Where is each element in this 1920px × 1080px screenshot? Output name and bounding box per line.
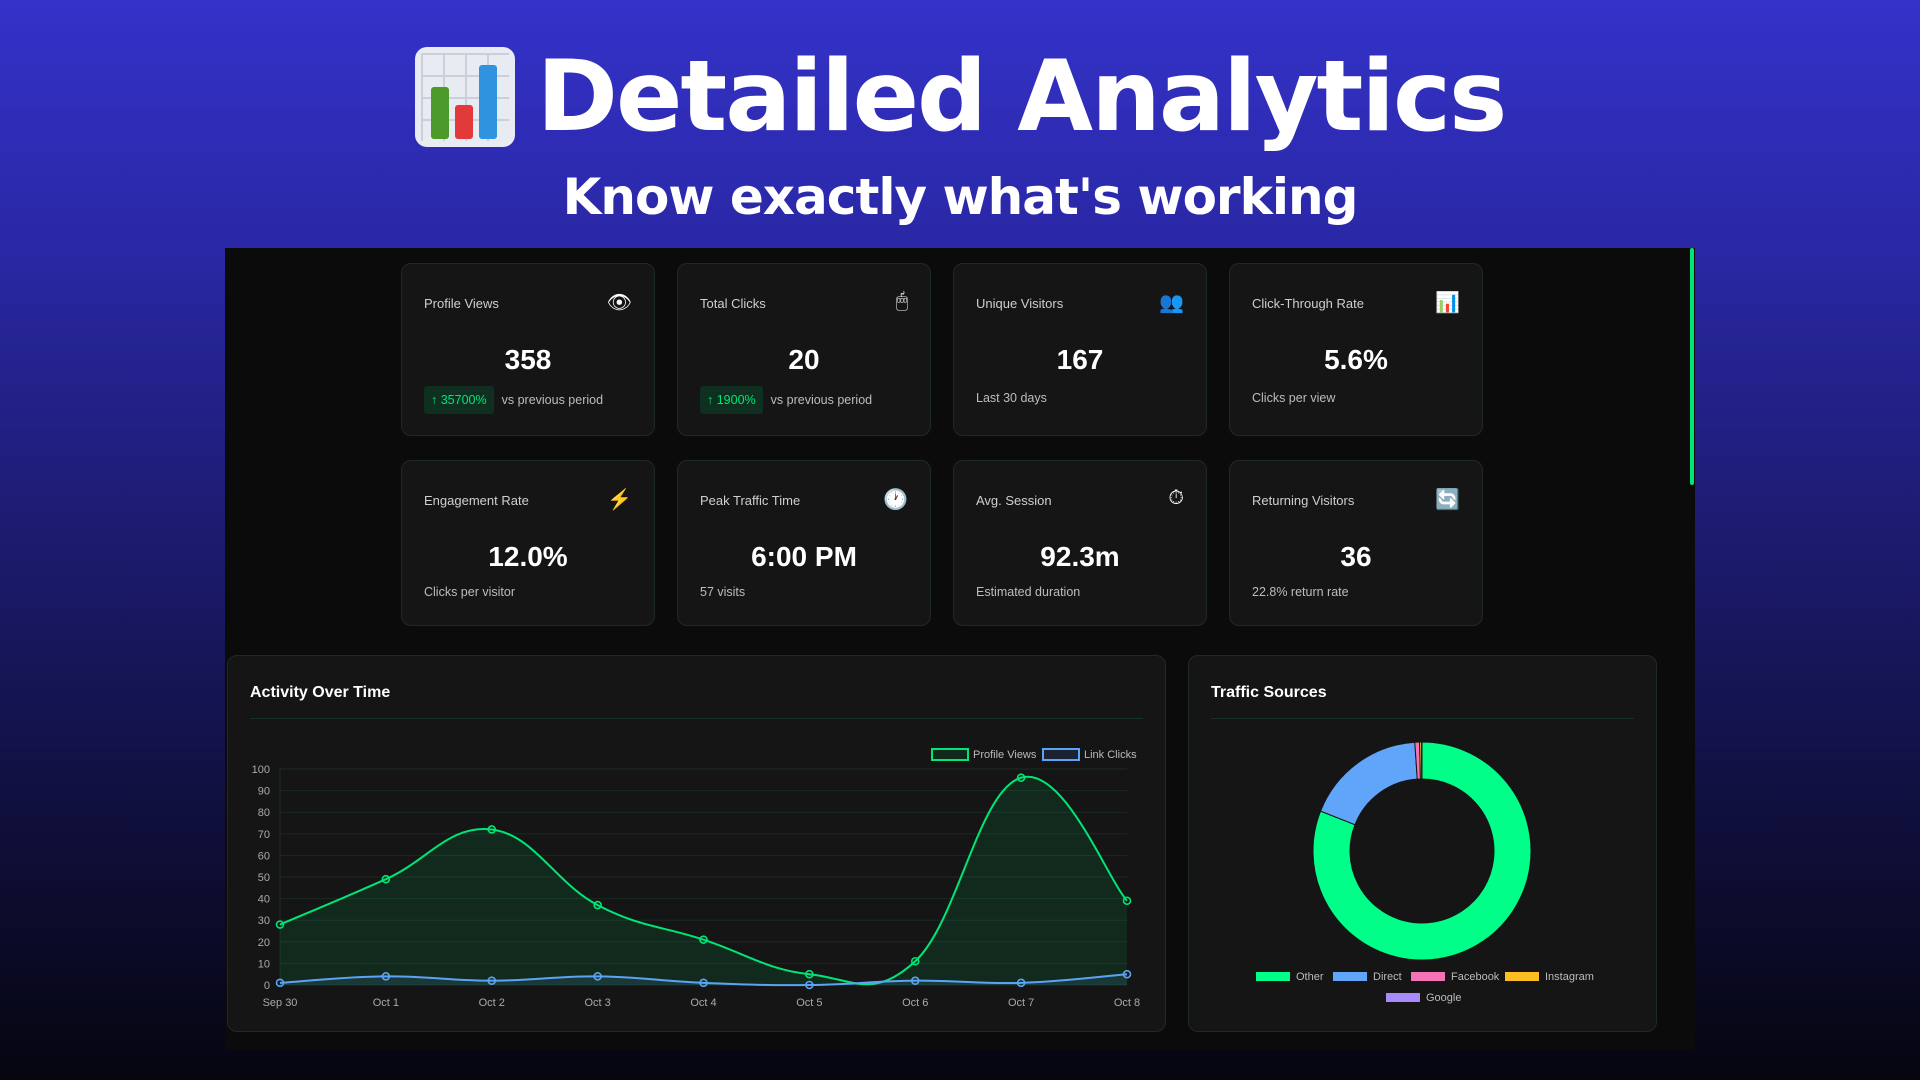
stat-value: 358	[504, 344, 552, 375]
stat-subtext: ↑ 1900% vs previous period	[700, 386, 872, 414]
chart-title: Activity Over Time	[250, 684, 391, 701]
stat-card: Click-Through Rate 📊 5.6% Clicks per vie…	[1229, 263, 1483, 436]
change-badge: ↑ 1900%	[700, 386, 763, 414]
stat-subtext: Last 30 days	[976, 391, 1047, 405]
bar-chart-icon	[414, 47, 515, 147]
stat-value: 12.0%	[488, 541, 568, 572]
stat-label: Peak Traffic Time	[700, 493, 801, 508]
stopwatch-icon: ⏱	[1168, 487, 1184, 509]
refresh-icon: 🔄	[1435, 489, 1460, 511]
stat-value: 6:00 PM	[751, 541, 857, 572]
lightning-icon: ⚡	[607, 489, 632, 511]
stat-card: Engagement Rate ⚡ 12.0% Clicks per visit…	[401, 460, 655, 626]
stat-note: Clicks per view	[1252, 391, 1336, 405]
stat-note: Last 30 days	[976, 391, 1047, 405]
stat-subtext: ↑ 35700% vs previous period	[424, 386, 603, 414]
stat-label: Click-Through Rate	[1252, 296, 1364, 311]
hero: Detailed Analytics Know exactly what's w…	[0, 40, 1920, 226]
stat-label: Returning Visitors	[1252, 493, 1355, 508]
stat-card: Total Clicks 🖱 20 ↑ 1900% vs previous per…	[677, 263, 931, 436]
stat-card: Unique Visitors 👥 167 Last 30 days	[953, 263, 1207, 436]
scrollbar[interactable]	[1690, 248, 1694, 485]
stat-value: 167	[1056, 344, 1104, 375]
stat-subtext: 57 visits	[700, 585, 745, 599]
stat-label: Unique Visitors	[976, 296, 1064, 311]
stat-card: Peak Traffic Time 🕐 6:00 PM 57 visits	[677, 460, 931, 626]
page-subtitle: Know exactly what's working	[562, 168, 1359, 226]
stat-note: vs previous period	[770, 393, 873, 407]
stat-label: Profile Views	[424, 296, 499, 311]
stat-value: 5.6%	[1324, 344, 1388, 375]
stat-note: Estimated duration	[976, 585, 1081, 599]
stat-subtext: Clicks per view	[1252, 391, 1335, 405]
eye-icon: 👁	[606, 292, 632, 314]
stat-label: Avg. Session	[976, 493, 1052, 508]
stat-subtext: Estimated duration	[976, 585, 1080, 599]
stat-value: 92.3m	[1040, 541, 1120, 572]
activity-chart-card: Activity Over Time	[227, 655, 1166, 1032]
clock-icon: 🕐	[883, 489, 908, 511]
page-title: Detailed Analytics	[536, 40, 1508, 154]
users-icon: 👥	[1159, 292, 1184, 314]
stat-note: Clicks per visitor	[424, 585, 515, 599]
stat-note: 22.8% return rate	[1252, 585, 1349, 599]
stat-note: 57 visits	[700, 585, 746, 599]
stat-card: Avg. Session ⏱ 92.3m Estimated duration	[953, 460, 1207, 626]
stat-subtext: Clicks per visitor	[424, 585, 515, 599]
stat-label: Engagement Rate	[424, 493, 529, 508]
stat-subtext: 22.8% return rate	[1252, 585, 1349, 599]
stat-card: Profile Views 👁 358 ↑ 35700% vs previous …	[401, 263, 655, 436]
stat-note: vs previous period	[501, 393, 604, 407]
traffic-sources-card: Traffic Sources	[1188, 655, 1657, 1032]
stat-value: 20	[788, 344, 820, 375]
mouse-icon: 🖱	[896, 290, 908, 312]
stat-label: Total Clicks	[700, 296, 766, 311]
stat-card: Returning Visitors 🔄 36 22.8% return rat…	[1229, 460, 1483, 626]
change-badge: ↑ 35700%	[424, 386, 494, 414]
stat-value: 36	[1340, 541, 1372, 572]
chart-icon: 📊	[1435, 292, 1460, 314]
chart-title: Traffic Sources	[1211, 684, 1327, 701]
